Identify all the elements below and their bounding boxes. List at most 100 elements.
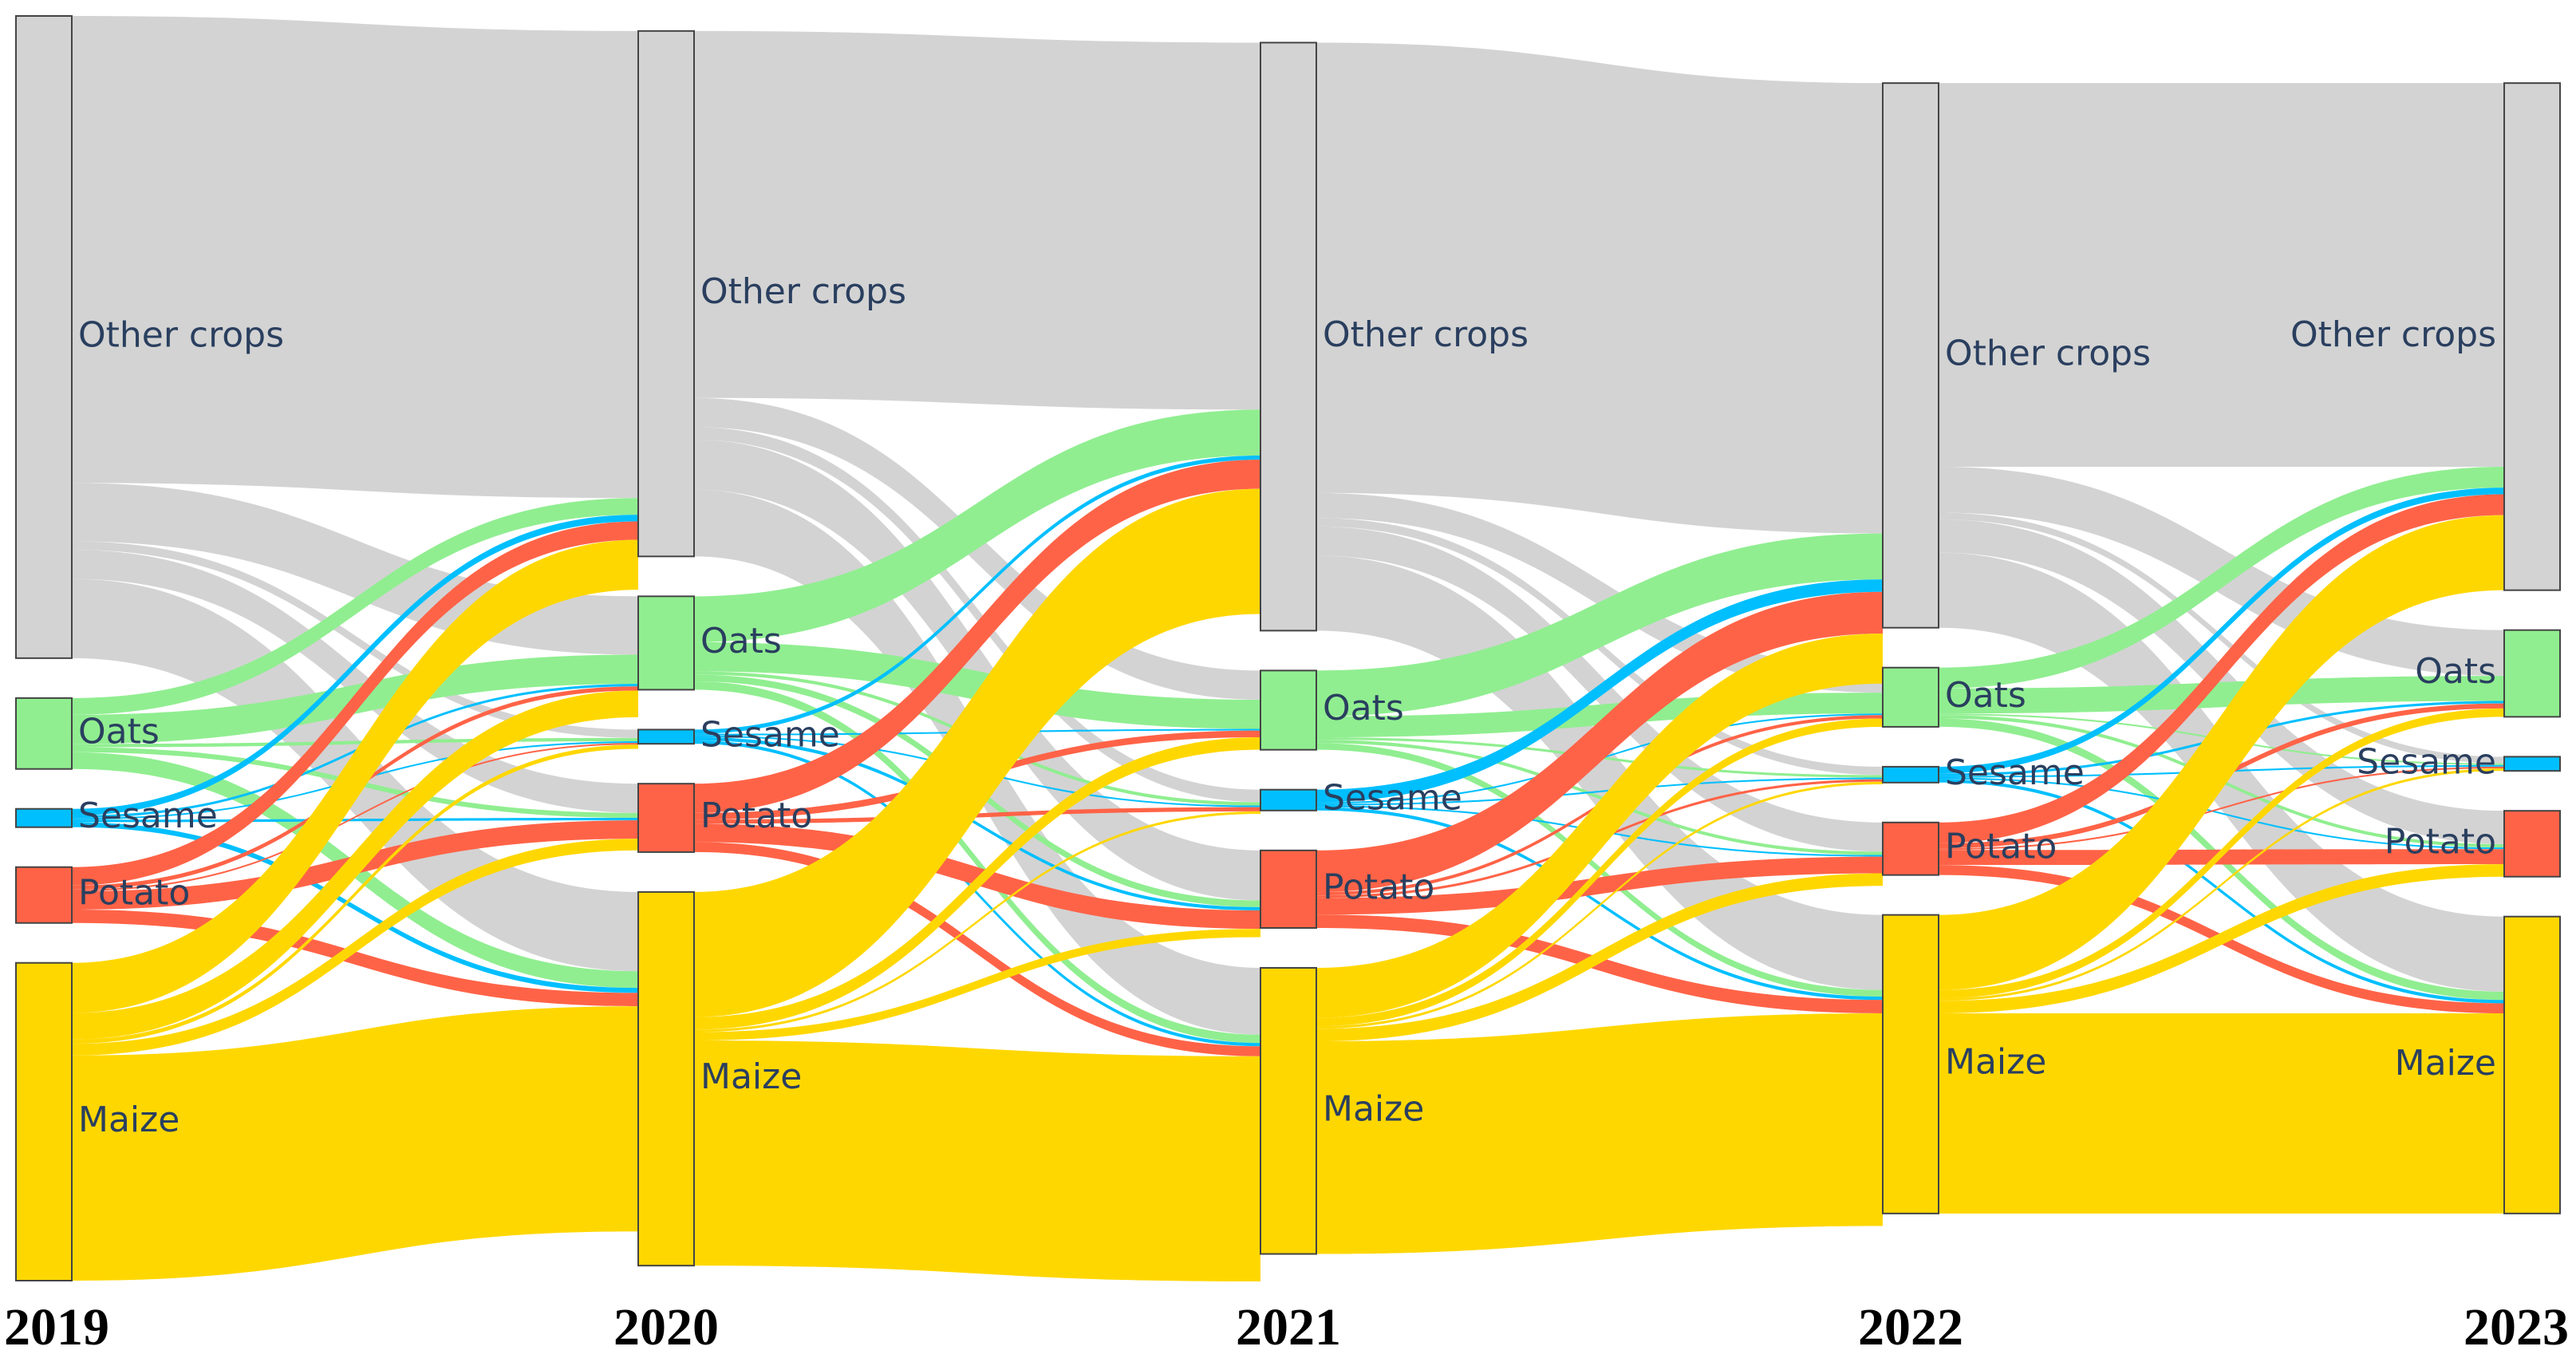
link-2019-maize-to-2020-potato	[72, 839, 638, 1056]
link-2020-maize-to-2021-maize	[694, 1040, 1260, 1282]
node-label-2020-sesame: Sesame	[700, 714, 840, 755]
link-2021-sesame-to-2022-maize	[1316, 807, 1883, 1001]
year-label-2023: 2023	[2464, 1298, 2569, 1356]
link-2021-sesame-to-2022-other-crops	[1316, 579, 1883, 803]
link-2022-other-crops-to-2023-sesame	[1939, 512, 2504, 764]
node-label-2023-maize: Maize	[2395, 1043, 2496, 1084]
link-2021-maize-to-2022-maize	[1316, 1013, 1883, 1254]
node-label-2021-other-crops: Other crops	[1323, 314, 1529, 355]
node-label-2019-maize: Maize	[78, 1100, 179, 1140]
node-label-2023-other-crops: Other crops	[2290, 314, 2496, 355]
node-2023-other-crops	[2503, 82, 2561, 591]
flow-links	[72, 16, 2504, 1282]
node-label-2023-oats: Oats	[2415, 651, 2496, 692]
crop-nodes	[15, 15, 2561, 1282]
node-2021-potato	[1260, 849, 1317, 930]
node-2022-maize	[1882, 914, 1939, 1214]
node-label-2022-potato: Potato	[1945, 827, 2057, 867]
link-2021-maize-to-2022-potato	[1316, 873, 1883, 1042]
link-2022-maize-to-2023-sesame	[1939, 768, 2504, 1001]
link-2019-maize-to-2020-oats	[72, 690, 638, 1040]
link-2019-sesame-to-2020-maize	[72, 822, 638, 993]
link-2021-potato-to-2022-maize	[1316, 914, 1883, 1013]
node-2022-sesame	[1882, 765, 1939, 784]
link-2021-other-crops-to-2022-oats	[1316, 492, 1883, 693]
link-2020-other-crops-to-2021-sesame	[694, 427, 1260, 803]
node-2020-sesame	[637, 728, 695, 745]
link-2019-other-crops-to-2020-potato	[72, 549, 638, 813]
node-2023-sesame	[2503, 756, 2561, 772]
node-label-2019-potato: Potato	[78, 873, 190, 914]
link-2019-potato-to-2020-sesame	[72, 743, 638, 892]
node-2020-other-crops	[637, 30, 695, 558]
link-2020-oats-to-2021-oats	[694, 642, 1260, 729]
link-2020-sesame-to-2021-potato	[694, 736, 1260, 911]
node-label-2019-oats: Oats	[78, 711, 160, 752]
link-2020-potato-to-2021-other-crops	[694, 460, 1260, 813]
link-2020-maize-to-2021-oats	[694, 736, 1260, 1030]
link-2022-potato-to-2023-other-crops	[1939, 494, 2504, 843]
link-2020-other-crops-to-2021-other-crops	[694, 30, 1260, 410]
link-2021-sesame-to-2022-sesame	[1316, 777, 1883, 806]
link-2019-potato-to-2020-other-crops	[72, 521, 638, 886]
year-label-2022: 2022	[1858, 1298, 1963, 1356]
link-2022-maize-to-2023-potato	[1939, 864, 2504, 1013]
link-2020-maize-to-2021-sesame	[694, 811, 1260, 1032]
link-2021-potato-to-2022-other-crops	[1316, 591, 1883, 893]
link-2019-other-crops-to-2020-sesame	[72, 541, 638, 738]
node-2022-potato	[1882, 821, 1939, 876]
node-label-2022-other-crops: Other crops	[1945, 333, 2151, 373]
node-2022-oats	[1882, 666, 1939, 728]
node-2019-oats	[15, 697, 73, 770]
link-2020-oats-to-2021-maize	[694, 681, 1260, 1044]
year-labels: 2019 2020 2021 2022 2023	[4, 1298, 2569, 1356]
link-2020-other-crops-to-2021-potato	[694, 440, 1260, 901]
node-2019-potato	[15, 866, 73, 924]
link-2019-potato-to-2020-maize	[72, 910, 638, 1007]
year-label-2021: 2021	[1236, 1298, 1341, 1356]
node-2020-maize	[637, 890, 695, 1267]
link-2019-oats-to-2020-other-crops	[72, 498, 638, 715]
node-label-2022-sesame: Sesame	[1945, 752, 2085, 793]
link-2022-oats-to-2023-oats	[1939, 676, 2504, 714]
link-2022-maize-to-2023-other-crops	[1939, 515, 2504, 990]
link-2022-maize-to-2023-maize	[1939, 1013, 2504, 1214]
link-2022-sesame-to-2023-other-crops	[1939, 488, 2504, 774]
link-2022-oats-to-2023-other-crops	[1939, 466, 2504, 689]
link-2022-other-crops-to-2023-potato	[1939, 519, 2504, 844]
node-label-2019-sesame: Sesame	[78, 796, 218, 836]
node-label-2022-oats: Oats	[1945, 675, 2026, 716]
link-2020-oats-to-2021-other-crops	[694, 409, 1260, 642]
node-labels: Other crops Oats Sesame Potato Maize Other cr…	[78, 271, 2496, 1140]
link-2021-other-crops-to-2022-other-crops	[1316, 42, 1883, 534]
node-2020-potato	[637, 783, 695, 853]
node-2020-oats	[637, 595, 695, 691]
link-2019-maize-to-2020-maize	[72, 1006, 638, 1281]
link-2019-sesame-to-2020-potato	[72, 818, 638, 823]
link-2021-potato-to-2022-potato	[1316, 856, 1883, 915]
link-2021-oats-to-2022-potato	[1316, 740, 1883, 855]
link-2021-maize-to-2022-sesame	[1316, 781, 1883, 1029]
link-2020-maize-to-2021-other-crops	[694, 488, 1260, 1017]
node-2023-potato	[2503, 810, 2561, 878]
node-2022-other-crops	[1882, 82, 1939, 629]
node-2021-oats	[1260, 669, 1317, 751]
link-2019-sesame-to-2020-other-crops	[72, 515, 638, 816]
link-2021-oats-to-2022-other-crops	[1316, 533, 1883, 717]
node-label-2023-sesame: Sesame	[2357, 741, 2496, 782]
link-2020-potato-to-2021-maize	[694, 842, 1260, 1056]
link-2019-maize-to-2020-other-crops	[72, 539, 638, 1013]
link-2019-other-crops-to-2020-other-crops	[72, 16, 638, 499]
node-label-2021-oats: Oats	[1323, 688, 1404, 728]
link-2019-maize-to-2020-sesame	[72, 744, 638, 1044]
link-2022-other-crops-to-2023-other-crops	[1939, 83, 2504, 467]
node-label-2020-potato: Potato	[700, 796, 812, 836]
link-2020-sesame-to-2021-maize	[694, 740, 1260, 1047]
node-2021-other-crops	[1260, 41, 1317, 632]
node-2019-other-crops	[15, 15, 73, 659]
node-label-2020-other-crops: Other crops	[700, 271, 906, 312]
link-2022-sesame-to-2023-potato	[1939, 777, 2504, 850]
node-label-2020-oats: Oats	[700, 621, 782, 661]
link-2020-sesame-to-2021-other-crops	[694, 455, 1260, 734]
link-2022-maize-to-2023-oats	[1939, 708, 2504, 999]
